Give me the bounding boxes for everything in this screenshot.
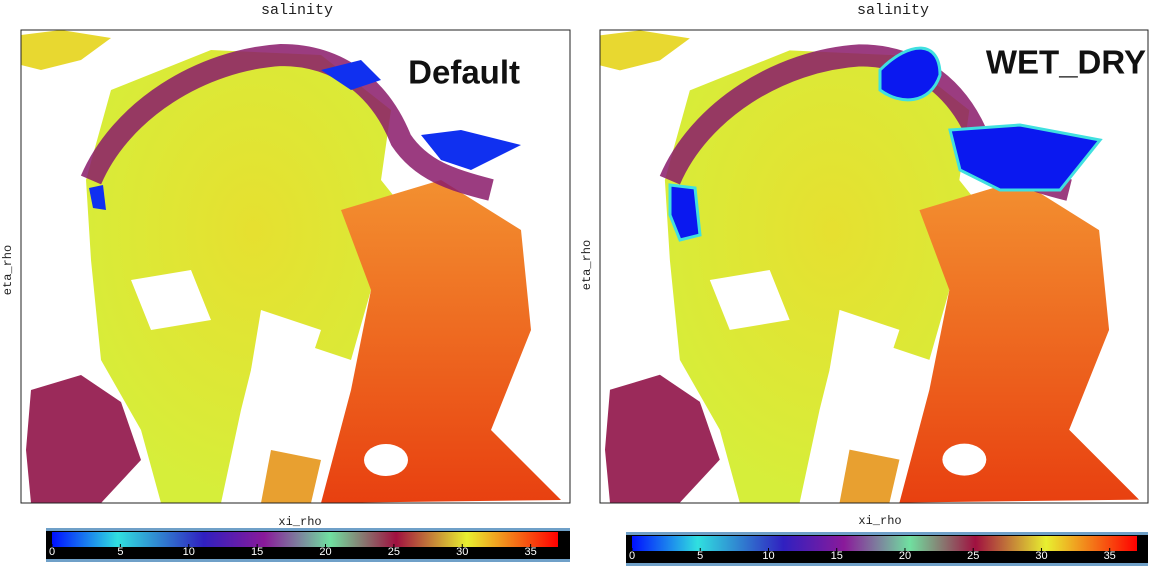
map-panel bbox=[599, 29, 1149, 504]
annotation: Default bbox=[408, 54, 520, 91]
colorbar-border bbox=[626, 563, 1148, 566]
plot-frame bbox=[20, 29, 571, 504]
low-salinity-area bbox=[89, 185, 106, 210]
x-axis-label: xi_rho bbox=[858, 514, 901, 528]
colorbar-tick-label: 30 bbox=[456, 546, 468, 558]
colorbar-tick-label: 5 bbox=[697, 550, 703, 562]
colorbar-gradient bbox=[632, 536, 1137, 551]
colorbar-tick-label: 30 bbox=[1035, 550, 1047, 562]
colorbar-tick-label: 0 bbox=[629, 550, 635, 562]
colorbar-tick-label: 25 bbox=[967, 550, 979, 562]
colorbar-tick-label: 15 bbox=[831, 550, 843, 562]
colorbar-tick-label: 5 bbox=[117, 546, 123, 558]
low-salinity-area bbox=[878, 46, 942, 102]
salinity-field bbox=[600, 30, 1148, 502]
low-salinity-area bbox=[668, 183, 702, 242]
colorbar-tick-label: 10 bbox=[183, 546, 195, 558]
annotation: WET_DRY bbox=[986, 44, 1146, 81]
y-axis-label: eta_rho bbox=[1, 245, 15, 295]
map-panel bbox=[20, 29, 571, 504]
colorbar-gradient bbox=[52, 532, 558, 547]
colorbar-border bbox=[46, 559, 570, 562]
plot-frame bbox=[599, 29, 1149, 504]
low-salinity-area bbox=[948, 123, 1103, 192]
colorbar-tick-label: 20 bbox=[899, 550, 911, 562]
colorbar-tick-label: 25 bbox=[388, 546, 400, 558]
low-salinity-area bbox=[321, 60, 381, 90]
colorbar-tick-label: 0 bbox=[49, 546, 55, 558]
y-axis-label: eta_rho bbox=[580, 240, 594, 290]
panel-title: salinity bbox=[857, 2, 929, 19]
panel-title: salinity bbox=[261, 2, 333, 19]
colorbar-tick-label: 20 bbox=[319, 546, 331, 558]
colorbar-border bbox=[626, 532, 1148, 535]
colorbar-tick-label: 35 bbox=[525, 546, 537, 558]
x-axis-label: xi_rho bbox=[278, 515, 321, 529]
colorbar-tick-label: 15 bbox=[251, 546, 263, 558]
colorbar-tick-label: 35 bbox=[1104, 550, 1116, 562]
colorbar-tick-label: 10 bbox=[762, 550, 774, 562]
low-salinity-area bbox=[421, 130, 521, 170]
colorbar-border bbox=[46, 528, 570, 531]
salinity-field bbox=[21, 30, 570, 503]
